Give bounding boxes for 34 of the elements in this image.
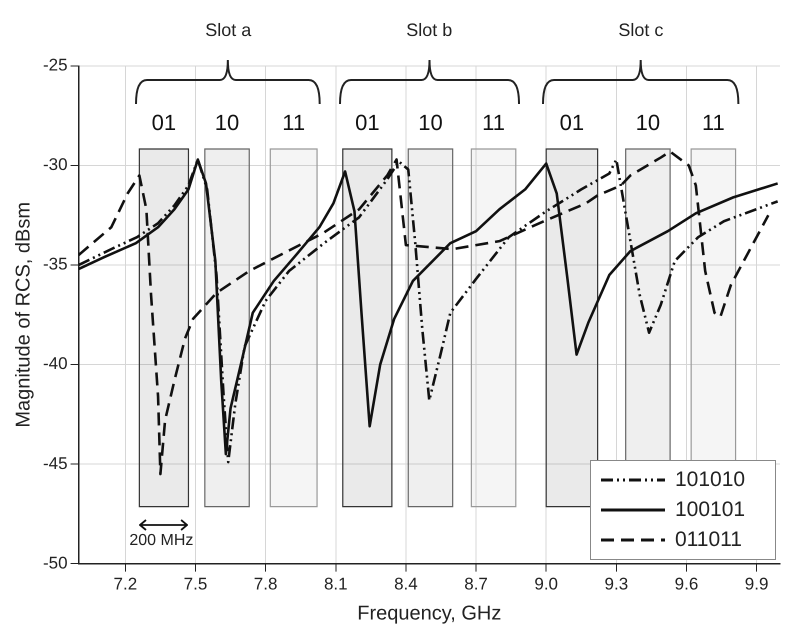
x-tick-label: 7.2 bbox=[114, 574, 138, 594]
y-tick-label: -30 bbox=[42, 155, 68, 174]
x-tick-label: 7.8 bbox=[254, 574, 278, 594]
band-label: 01 bbox=[560, 110, 584, 136]
band-label: 10 bbox=[636, 110, 660, 136]
x-tick-label: 9.9 bbox=[744, 574, 768, 594]
text: Slot a bbox=[204, 20, 252, 41]
y-tick-label: -35 bbox=[42, 254, 68, 274]
band-label: 10 bbox=[214, 110, 240, 136]
y-axis-title: Magnitude of RCS, dBsm bbox=[12, 202, 35, 428]
y-tick-label: -40 bbox=[42, 354, 68, 374]
band-label: 01 bbox=[355, 110, 380, 136]
annotation: 200 MHz bbox=[129, 532, 194, 550]
y-tick-label: -25 bbox=[42, 56, 68, 75]
band-label: 01 bbox=[152, 110, 176, 136]
y-tick-label: -45 bbox=[42, 454, 68, 473]
x-tick-label: 8.1 bbox=[324, 574, 348, 594]
x-tick-label: 9.0 bbox=[534, 574, 558, 594]
band-label: 11 bbox=[482, 110, 506, 136]
legend-label: 100101 bbox=[675, 498, 746, 522]
text: Slot b bbox=[405, 20, 454, 41]
band-label: 11 bbox=[702, 110, 725, 136]
x-tick-label: 7.5 bbox=[184, 574, 208, 594]
band-label: 10 bbox=[418, 110, 443, 136]
x-tick-label: 9.6 bbox=[674, 574, 698, 594]
x-tick-label: 8.7 bbox=[464, 574, 488, 594]
y-tick-label: -50 bbox=[42, 553, 68, 572]
text: Slot c bbox=[617, 20, 664, 41]
legend-label: 011011 bbox=[675, 528, 742, 552]
x-axis-title: Frequency, GHz bbox=[357, 602, 502, 625]
legend-label: 101010 bbox=[675, 468, 746, 492]
band-label: 11 bbox=[282, 110, 306, 136]
x-tick-label: 8.4 bbox=[394, 574, 418, 594]
x-tick-label: 9.3 bbox=[604, 574, 628, 594]
